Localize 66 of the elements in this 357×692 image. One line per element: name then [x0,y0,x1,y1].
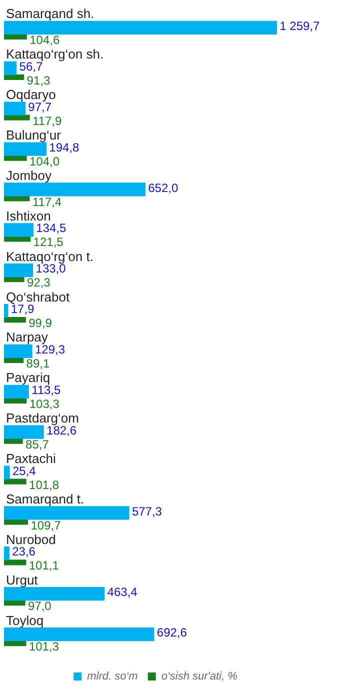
data-label: 463,4 [107,585,138,600]
data-label: 134,5 [36,221,66,236]
data-label: 101,1 [28,558,60,573]
bar [4,506,130,520]
data-label: 99,9 [28,316,52,330]
bar [4,182,146,196]
y-tick-label: Narpay [6,330,48,345]
bar [4,546,10,560]
data-label: 85,7 [26,437,50,452]
data-label: 56,7 [19,59,43,74]
bar [4,344,32,358]
bar [4,74,24,80]
y-tick-label: Paxtachi [6,451,56,466]
bar [4,61,17,75]
bar [4,223,34,237]
bar [4,466,10,480]
data-label: 91,3 [26,73,50,88]
data-label: 103,3 [29,396,60,411]
y-tick-label: Qo‘shrabot [6,289,70,304]
y-tick-label: Oqdaryo [6,87,56,102]
y-tick-label: Kattaqo‘rg‘on t. [6,248,94,264]
data-label: 194,8 [49,140,80,154]
data-label: 577,3 [132,504,162,518]
data-label: 101,3 [28,640,60,654]
y-tick-label: Samarqand sh. [6,6,94,22]
bar [4,425,44,439]
bar [4,142,46,156]
data-label: 104,0 [30,154,60,168]
y-tick-label: Payariq [6,370,50,386]
data-label: 89,1 [26,356,50,371]
bar [4,304,8,318]
bar [4,560,26,566]
bar [4,264,34,278]
y-tick-label: Ishtixon [6,208,51,224]
bar [4,384,29,398]
data-label: 117,9 [32,114,62,128]
y-tick-label: Nurobod [6,532,56,547]
data-label: 109,7 [30,518,62,532]
bar [4,114,30,120]
y-tick-label: Pastdarg‘om [6,410,79,426]
data-label: 117,4 [32,194,62,209]
data-label: 121,5 [33,235,64,250]
data-label: 1 259,7 [280,19,320,34]
data-label: 692,6 [156,626,188,640]
y-tick-label: Toyloq [6,612,44,628]
y-tick-label: Jomboy [6,168,52,183]
data-label: 25,4 [12,464,36,478]
legend-label: mlrd. so‘m [87,670,138,683]
data-label: 92,3 [26,276,51,290]
y-tick-label: Bulung‘ur [6,128,62,143]
data-label: 23,6 [12,544,36,559]
bar [4,627,154,642]
data-label: 113,5 [32,382,62,397]
data-label: 652,0 [148,180,178,195]
data-label: 104,6 [30,33,60,48]
y-tick-label: Samarqand t. [6,491,84,506]
bar [4,587,105,601]
y-tick-label: Kattaqo‘rg‘on sh. [6,46,104,62]
data-label: 101,8 [29,478,60,492]
y-tick-label: Urgut [6,572,38,588]
legend-label: o‘sish sur'ati, % [161,670,238,683]
bar [4,316,26,323]
bar [4,478,26,484]
data-label: 97,0 [28,599,52,614]
bar [4,20,277,35]
bar [4,102,26,116]
